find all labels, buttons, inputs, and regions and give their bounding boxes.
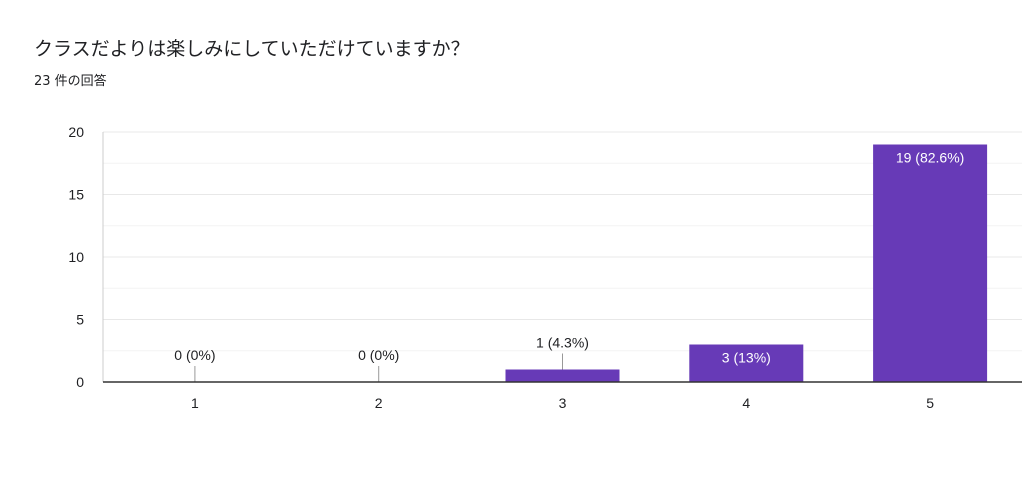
data-label: 0 (0%) — [358, 347, 399, 363]
data-label: 0 (0%) — [174, 347, 215, 363]
bar — [505, 369, 620, 382]
response-count: 23 件の回答 — [34, 74, 107, 89]
y-tick-label: 5 — [76, 312, 84, 328]
data-label: 1 (4.3%) — [536, 335, 589, 351]
x-tick-label: 5 — [926, 395, 934, 411]
bar — [689, 344, 804, 382]
x-tick-label: 2 — [375, 395, 383, 411]
y-tick-label: 15 — [68, 187, 84, 203]
y-tick-label: 10 — [68, 249, 84, 265]
bar — [873, 144, 988, 382]
x-tick-label: 4 — [742, 395, 750, 411]
y-tick-label: 0 — [76, 374, 84, 390]
x-tick-label: 1 — [191, 395, 199, 411]
question-title: クラスだよりは楽しみにしていただけていますか？ — [34, 38, 470, 60]
data-label: 3 (13%) — [722, 350, 771, 366]
data-label: 19 (82.6%) — [896, 150, 964, 166]
x-tick-label: 3 — [559, 395, 567, 411]
y-tick-label: 20 — [68, 124, 84, 140]
